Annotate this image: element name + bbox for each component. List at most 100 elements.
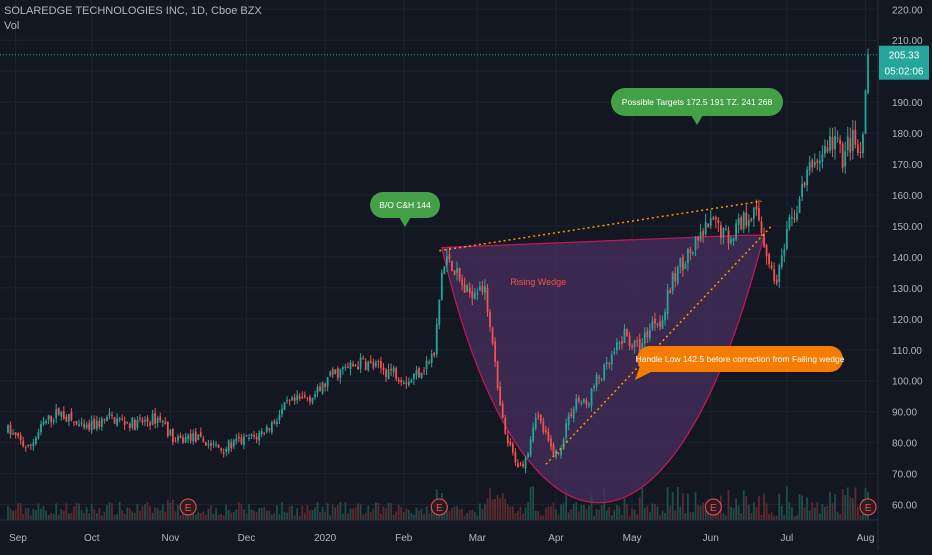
candle-body — [600, 378, 603, 380]
candle-body — [70, 411, 73, 421]
volume-bar — [603, 487, 606, 520]
volume-bar — [458, 509, 461, 520]
candle-body — [357, 366, 360, 370]
volume-bar — [463, 515, 466, 520]
candle-body — [580, 402, 583, 404]
candle-body — [141, 419, 144, 423]
candle-body — [572, 408, 575, 419]
candle-body — [646, 330, 649, 337]
candle-body — [458, 268, 461, 280]
volume-bar — [844, 494, 847, 520]
earnings-marker-label: E — [436, 503, 443, 514]
volume-bar — [217, 514, 220, 520]
candle-body — [316, 387, 319, 393]
volume-bar — [796, 515, 798, 520]
volume-bar — [732, 507, 735, 520]
candle-body — [598, 377, 601, 379]
volume-bar — [248, 504, 250, 520]
volume-bar — [656, 506, 659, 520]
candle-body — [65, 416, 68, 422]
candle-body — [793, 218, 796, 220]
candle-body — [57, 407, 60, 415]
volume-bar — [309, 510, 311, 520]
candle-body — [146, 417, 149, 422]
candle-body — [821, 154, 824, 162]
volume-bar — [428, 513, 431, 520]
volume-bar — [491, 499, 494, 520]
candle-body — [182, 437, 184, 443]
volume-bar — [174, 511, 177, 520]
candle-body — [311, 397, 314, 403]
volume-bar — [347, 513, 349, 520]
volume-bar — [851, 498, 854, 520]
candle-body — [854, 129, 857, 145]
volume-bar — [133, 512, 136, 520]
candle-body — [638, 339, 641, 356]
candle-body — [402, 383, 405, 385]
candle-series — [7, 48, 869, 474]
volume-bar — [618, 506, 621, 520]
volume-bar — [494, 499, 497, 520]
candle-body — [283, 402, 286, 410]
candle-body — [537, 415, 540, 417]
volume-bar — [768, 514, 770, 520]
candle-body — [222, 452, 225, 454]
candle-body — [237, 436, 240, 439]
candle-body — [636, 340, 639, 342]
candle-body — [808, 162, 811, 171]
candle-body — [534, 417, 537, 429]
volume-bar — [818, 513, 821, 520]
candle-body — [443, 266, 446, 275]
candle-body — [118, 418, 121, 420]
volume-bar — [118, 502, 121, 520]
candle-body — [623, 328, 626, 343]
y-tick-label: 220.00 — [892, 5, 923, 16]
cup-shape — [441, 234, 765, 504]
earnings-marker-label: E — [185, 503, 192, 514]
volume-legend-label: Vol — [4, 20, 20, 32]
candle-body — [709, 218, 712, 226]
candle-body — [179, 435, 182, 438]
candle-body — [32, 442, 35, 447]
volume-bar — [725, 515, 727, 520]
y-tick-label: 140.00 — [892, 253, 923, 264]
volume-bar — [47, 514, 50, 520]
volume-bar — [172, 499, 174, 520]
volume-bar — [161, 504, 164, 520]
candle-body — [752, 208, 755, 219]
candle-body — [354, 365, 357, 367]
candle-body — [17, 432, 20, 437]
candle-body — [184, 437, 187, 443]
candle-body — [37, 431, 40, 439]
candle-body — [428, 362, 431, 364]
volume-bar — [166, 499, 169, 520]
annotation-layer: Rising Wedge B/O C&H 144 Possible Targets … — [179, 88, 877, 516]
candle-body — [585, 400, 588, 405]
candle-body — [52, 420, 55, 422]
wedge-upper-line — [439, 200, 762, 252]
candle-body — [522, 463, 524, 467]
candle-body — [481, 285, 484, 293]
candle-body — [293, 397, 296, 401]
candle-body — [298, 396, 301, 399]
volume-bar — [689, 512, 692, 520]
volume-bar — [377, 503, 380, 520]
volume-bar — [116, 514, 118, 520]
y-tick-label: 100.00 — [892, 377, 923, 388]
candle-body — [765, 245, 768, 257]
volume-bar — [331, 504, 334, 520]
volume-bar — [636, 513, 639, 520]
volume-bar — [42, 506, 45, 520]
candle-body — [202, 438, 205, 442]
volume-bar — [547, 506, 550, 520]
volume-bar — [702, 502, 705, 520]
candle-body — [664, 311, 666, 321]
volume-bar — [329, 515, 332, 520]
volume-bar — [544, 507, 547, 520]
candle-body — [453, 270, 456, 275]
candle-body — [88, 423, 91, 430]
volume-bar — [387, 502, 390, 520]
x-tick-label: Oct — [84, 533, 100, 544]
